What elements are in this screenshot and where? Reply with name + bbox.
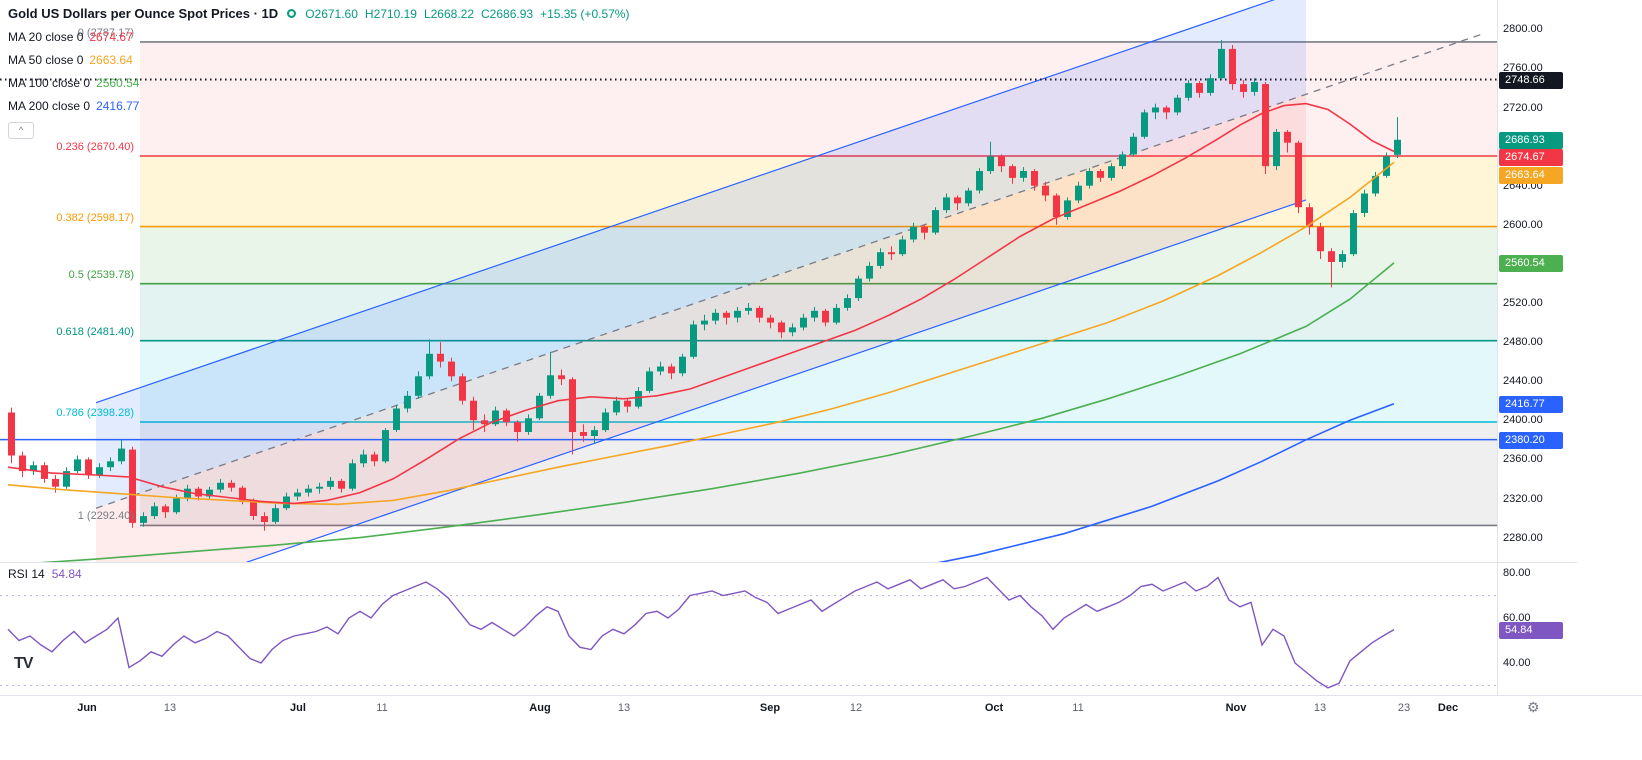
price-tick: 2520.00 xyxy=(1503,297,1543,309)
time-label: 13 xyxy=(1313,702,1327,714)
ohlc-low: L2668.22 xyxy=(423,6,475,21)
price-tick: 2480.00 xyxy=(1503,336,1543,349)
time-scale-border xyxy=(0,695,1642,696)
price-tick: 2280.00 xyxy=(1503,531,1543,544)
rsi-badge: 54.84 xyxy=(1499,621,1563,639)
price-badge: 2416.77 xyxy=(1499,395,1563,413)
ohlc-open: O2671.60 xyxy=(305,6,358,21)
time-label: 13 xyxy=(617,702,631,714)
time-label: 11 xyxy=(376,702,388,714)
price-tick: 2320.00 xyxy=(1503,492,1543,505)
price-tick: 2360.00 xyxy=(1503,453,1543,466)
legend-collapse-button[interactable]: ^ xyxy=(8,122,34,139)
price-badge: 2674.67 xyxy=(1499,149,1563,167)
time-label: 13 xyxy=(163,702,177,714)
ohlc-change: +15.35 (+0.57%) xyxy=(540,6,630,21)
price-tick: 2400.00 xyxy=(1503,414,1543,427)
rsi-value: 54.84 xyxy=(51,567,82,581)
rsi-label: RSI 14 xyxy=(8,567,45,581)
indicator-row-ma-20-close-0[interactable]: MA 20 close 0 2674.67 xyxy=(8,30,133,44)
ohlc-high: H2710.19 xyxy=(364,6,417,21)
time-label: Jun xyxy=(77,702,97,714)
time-label: Oct xyxy=(984,702,1004,714)
tradingview-logo[interactable]: TV xyxy=(14,655,33,672)
market-status-icon[interactable] xyxy=(287,9,297,18)
time-label: Dec xyxy=(1437,702,1459,714)
price-badge: 2663.64 xyxy=(1499,166,1563,184)
price-badge: 2686.93 xyxy=(1499,131,1563,149)
price-tick: 2440.00 xyxy=(1503,375,1543,388)
indicator-label: MA 20 close 0 xyxy=(8,30,84,44)
time-label: Aug xyxy=(529,702,551,714)
price-tick: 2600.00 xyxy=(1503,218,1543,231)
indicator-value: 2416.77 xyxy=(96,99,140,113)
time-label: Sep xyxy=(759,702,781,714)
symbol-title: Gold US Dollars per Ounce Spot Prices · … xyxy=(8,6,279,21)
price-tick: 2720.00 xyxy=(1503,101,1543,114)
indicator-value: 2663.64 xyxy=(89,53,133,67)
indicator-label: MA 200 close 0 xyxy=(8,99,91,113)
rsi-axis-label: 60.00 xyxy=(1503,612,1531,624)
time-label: 12 xyxy=(849,702,863,714)
time-label: Nov xyxy=(1225,702,1247,714)
rsi-pane[interactable] xyxy=(0,563,1497,695)
price-badge: 2748.66 xyxy=(1499,71,1563,89)
indicator-label: MA 50 close 0 xyxy=(8,53,84,67)
time-label: Jul xyxy=(290,702,306,714)
time-label: 23 xyxy=(1397,702,1411,714)
price-scale-border xyxy=(1497,0,1498,695)
indicator-value: 2560.54 xyxy=(96,76,140,90)
rsi-axis-label: 40.00 xyxy=(1503,657,1531,669)
price-tick: 2760.00 xyxy=(1503,62,1543,75)
ohlc-close: C2686.93 xyxy=(481,6,534,21)
indicator-row-ma-50-close-0[interactable]: MA 50 close 0 2663.64 xyxy=(8,53,133,67)
price-tick: 2800.00 xyxy=(1503,23,1543,36)
rsi-axis-label: 80.00 xyxy=(1503,567,1531,579)
price-tick: 2640.00 xyxy=(1503,179,1543,192)
indicator-label: MA 100 close 0 xyxy=(8,76,91,90)
indicator-row-ma-100-close-0[interactable]: MA 100 close 0 2560.54 xyxy=(8,76,139,90)
price-badge: 2560.54 xyxy=(1499,255,1563,273)
rsi-legend-row[interactable]: RSI 14 54.84 xyxy=(8,567,82,581)
indicator-value: 2674.67 xyxy=(89,30,133,44)
indicator-row-ma-200-close-0[interactable]: MA 200 close 0 2416.77 xyxy=(8,99,139,113)
symbol-legend-row[interactable]: Gold US Dollars per Ounce Spot Prices · … xyxy=(8,6,629,21)
price-chart-pane[interactable] xyxy=(0,0,1497,562)
time-label: 11 xyxy=(1072,702,1084,714)
pane-resize-divider[interactable] xyxy=(0,562,1577,563)
price-badge: 2380.20 xyxy=(1499,431,1563,449)
settings-gear-icon[interactable]: ⚙ xyxy=(1527,699,1540,715)
